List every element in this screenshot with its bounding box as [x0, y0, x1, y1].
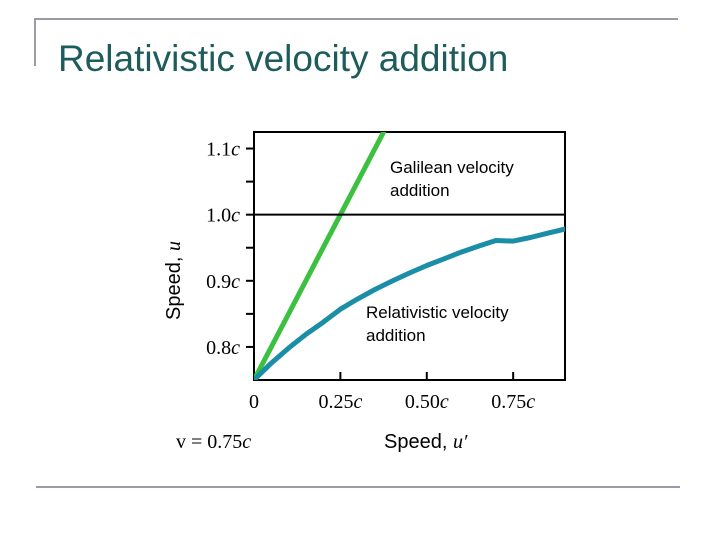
x-tick-label: 0.75c [491, 391, 535, 413]
frame-top-rule [34, 18, 678, 20]
y-tick-label: 0.9c [206, 271, 240, 293]
legend-relativistic: Relativistic velocity addition [366, 303, 509, 345]
x-axis-label: Speed, u′ [384, 431, 468, 453]
y-tick-label: 1.0c [206, 205, 240, 227]
galilean-series-line [254, 132, 387, 380]
relativistic-series-line [254, 226, 565, 380]
plot-area-frame [253, 131, 566, 381]
legend-galilean: Galilean velocity addition [390, 158, 514, 200]
v-annotation: v = 0.75c [176, 431, 251, 453]
frame-left-rule [34, 18, 36, 66]
frame-bottom-rule [36, 486, 680, 488]
y-tick-label: 0.8c [206, 337, 240, 359]
y-tick-label: 1.1c [206, 139, 240, 161]
x-tick-label: 0.50c [405, 391, 449, 413]
x-tick-label: 0 [249, 391, 259, 413]
y-axis-label: Speed, u [163, 241, 185, 320]
slide-title: Relativistic velocity addition [58, 38, 509, 79]
x-tick-label: 0.25c [318, 391, 362, 413]
